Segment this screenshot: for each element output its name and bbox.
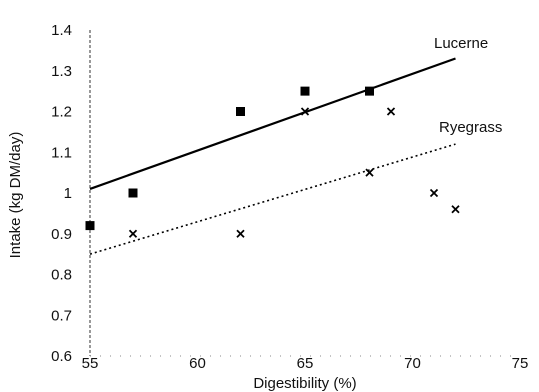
series-labels: Lucerne Ryegrass [434, 35, 502, 136]
x-tick-label: 70 [404, 355, 421, 372]
trendlines [89, 57, 456, 255]
lucerne-point [128, 188, 138, 198]
ryegrass-point [365, 168, 374, 177]
x-tick-label: 60 [189, 355, 206, 372]
series-label-lucerne: Lucerne [434, 35, 488, 52]
y-tick-label: 0.8 [51, 267, 72, 284]
series-label-ryegrass: Ryegrass [439, 119, 502, 136]
x-tick-labels: 55 60 65 70 75 [82, 355, 529, 372]
ryegrass-point [451, 205, 460, 214]
y-tick-label: 0.9 [51, 226, 72, 243]
y-tick-label: 0.6 [51, 348, 72, 365]
lucerne-point [236, 107, 245, 116]
x-tick-label: 75 [512, 355, 529, 372]
ryegrass-point [236, 229, 245, 238]
y-tick-label: 1.1 [51, 144, 72, 161]
ryegrass-trendline [89, 143, 456, 255]
ryegrass-point [386, 107, 396, 116]
x-axis-title: Digestibility (%) [253, 375, 356, 392]
y-tick-label: 1.4 [51, 22, 72, 39]
y-tick-labels: 0.6 0.7 0.8 0.9 1 1.1 1.2 1.3 1.4 [51, 22, 72, 365]
ryegrass-point [128, 229, 138, 238]
y-tick-label: 1 [64, 185, 72, 202]
x-tick-label: 65 [297, 355, 314, 372]
ryegrass-point [300, 107, 310, 116]
y-tick-label: 1.2 [51, 104, 72, 121]
lucerne-trendline [89, 57, 456, 190]
y-tick-label: 1.3 [51, 63, 72, 80]
lucerne-point [85, 221, 95, 231]
x-tick-label: 55 [82, 355, 99, 372]
lucerne-point [365, 86, 374, 96]
data-points [85, 86, 460, 238]
y-tick-label: 0.7 [51, 307, 72, 324]
y-axis-title: Intake (kg DM/day) [7, 132, 24, 259]
lucerne-point [300, 86, 310, 96]
ryegrass-point [429, 188, 439, 198]
